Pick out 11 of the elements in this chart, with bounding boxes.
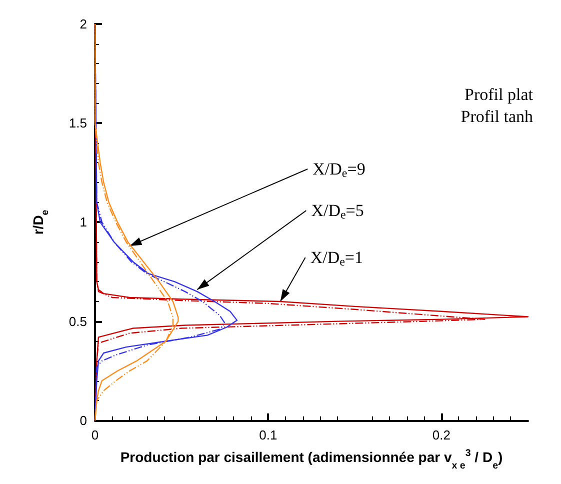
x-tick-label: 0.1 [259, 427, 278, 442]
annotation: Profil tanh [460, 107, 534, 126]
y-tick-label: 0.5 [68, 314, 87, 329]
y-tick-label: 1.5 [68, 116, 87, 131]
x-tick-label: 0.2 [432, 427, 450, 442]
y-axis-title: r/De [30, 209, 52, 235]
y-tick-label: 0 [80, 412, 87, 428]
y-tick-label: 2 [80, 16, 87, 32]
x-tick-label: 0 [91, 427, 99, 442]
y-tick-label: 1 [80, 214, 87, 230]
annotation: Profil plat [464, 85, 534, 104]
